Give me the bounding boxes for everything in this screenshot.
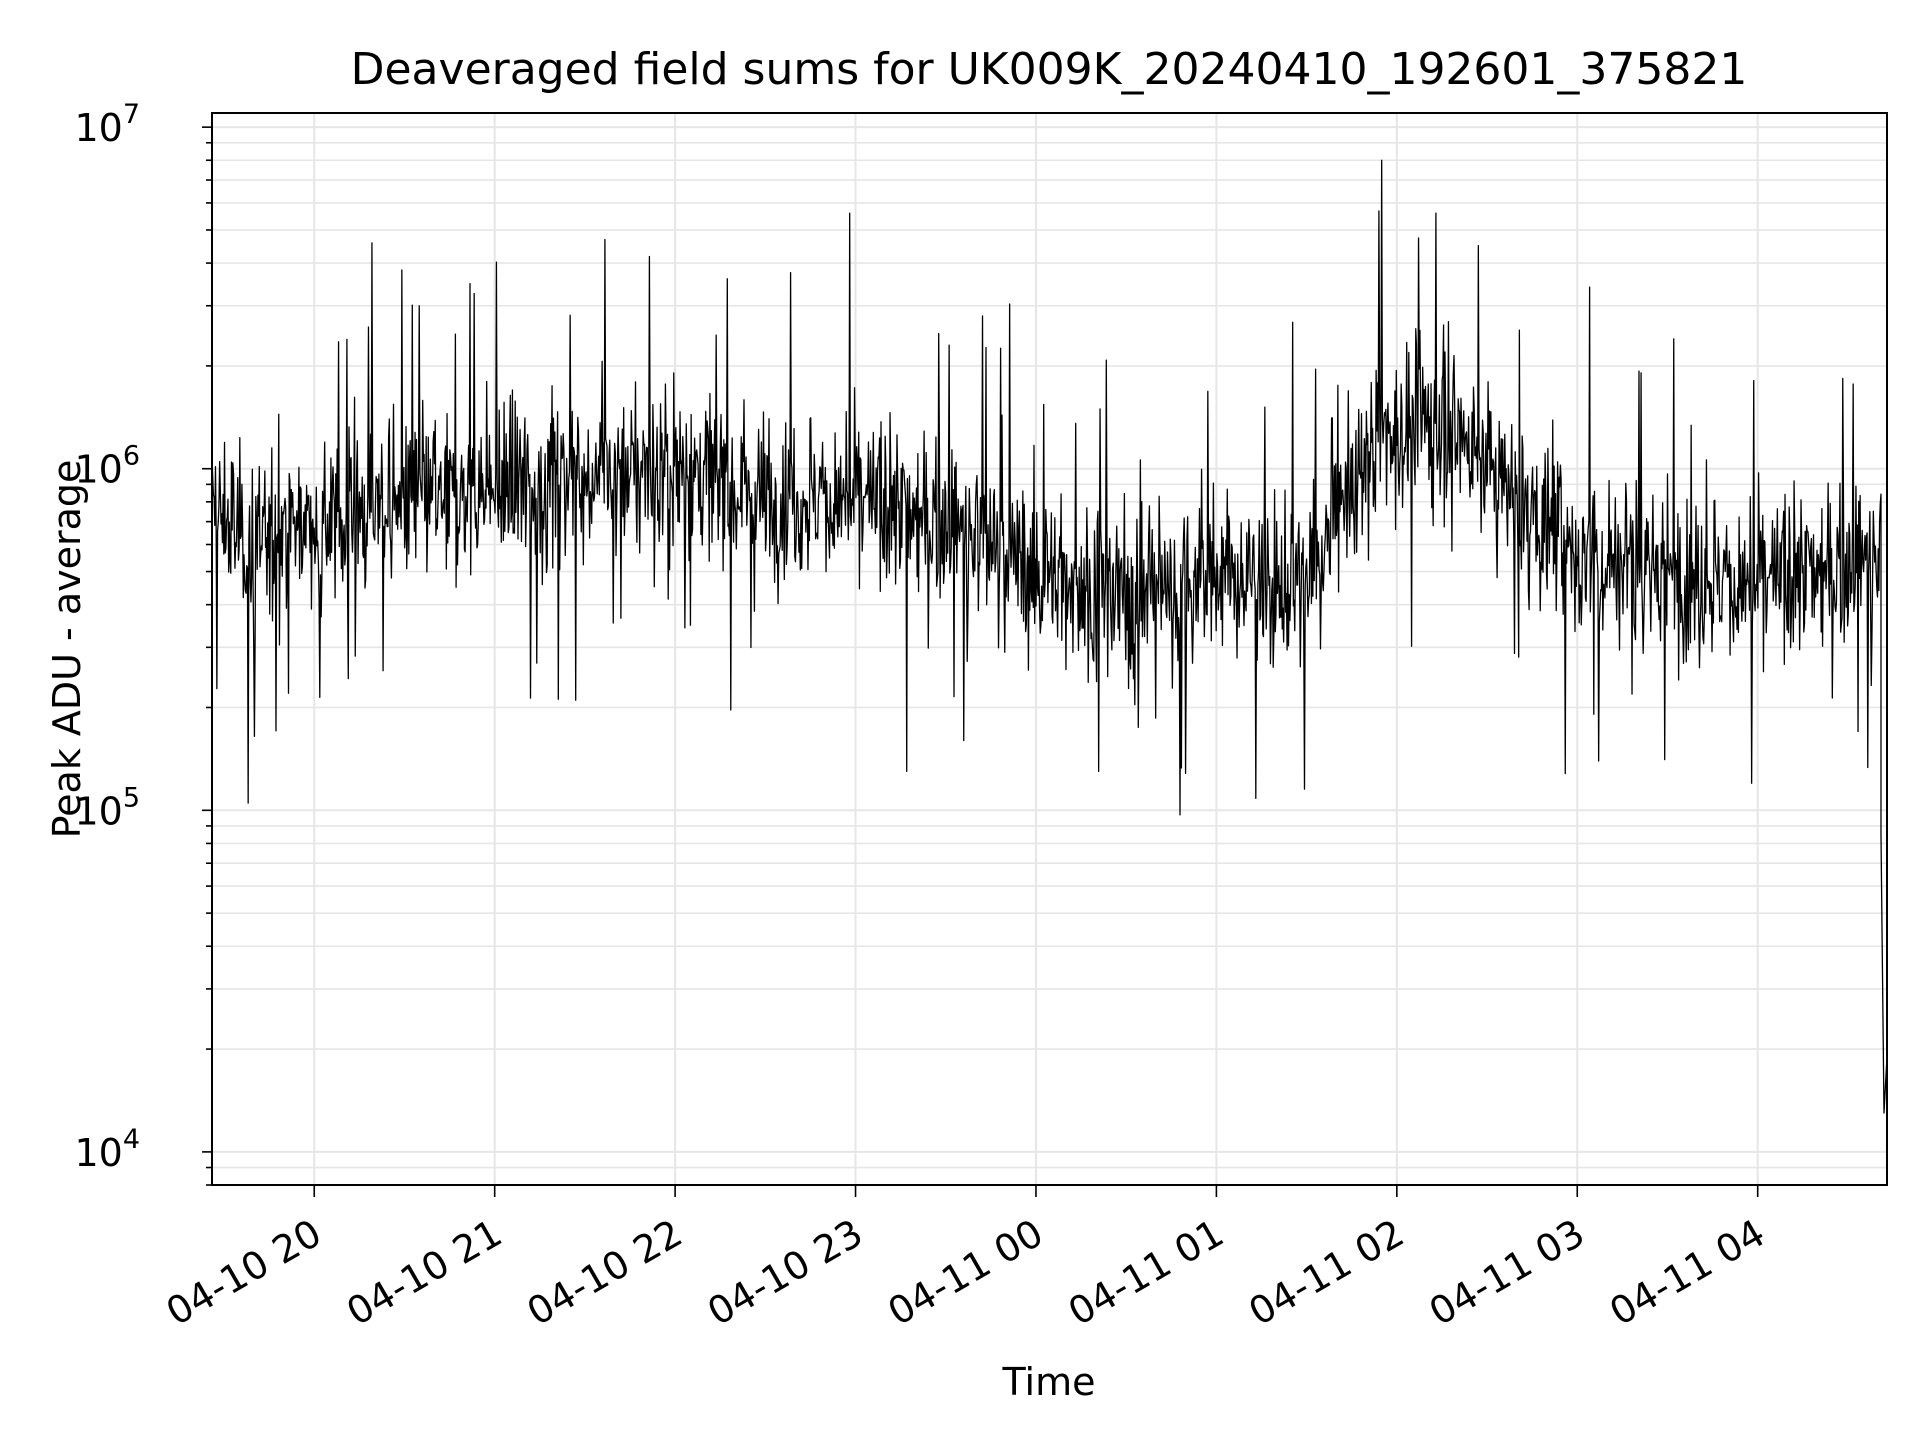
x-axis-label: Time	[1002, 1360, 1096, 1404]
chart-title: Deaveraged field sums for UK009K_2024041…	[351, 44, 1748, 95]
y-tick-base: 10	[74, 789, 122, 833]
series-trace	[211, 159, 1888, 1114]
y-tick-base: 10	[74, 448, 122, 492]
y-tick-exponent: 4	[123, 1124, 140, 1155]
plot-frame	[211, 112, 1888, 1186]
y-tick-exponent: 7	[123, 99, 140, 130]
y-tick-base: 10	[74, 106, 122, 150]
y-tick-base: 10	[74, 1131, 122, 1175]
y-tick-label: 104	[74, 1124, 140, 1175]
y-tick-exponent: 6	[123, 441, 140, 472]
y-tick-label: 105	[74, 782, 140, 833]
y-tick-label: 106	[74, 441, 140, 492]
grid-lines	[212, 113, 1887, 1186]
series-line	[211, 159, 1888, 1114]
y-tick-exponent: 5	[123, 782, 140, 813]
y-tick-label: 107	[74, 99, 140, 150]
y-axis-label: Peak ADU - average	[45, 460, 89, 839]
